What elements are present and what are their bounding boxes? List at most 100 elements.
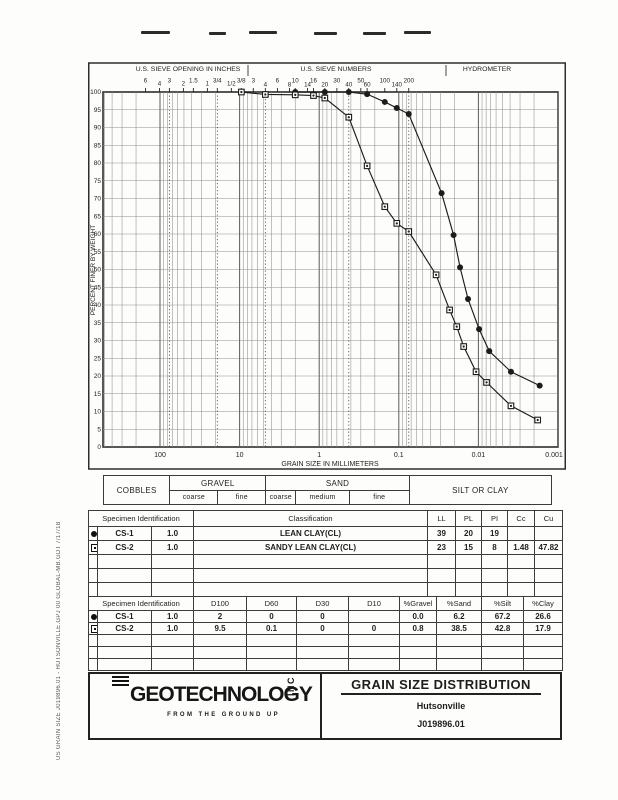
svg-text:140: 140 bbox=[392, 82, 403, 89]
curve-cs-2 bbox=[238, 88, 542, 424]
axis-tick-labels: 0510152025303540455055606570758085909510… bbox=[90, 89, 563, 459]
svg-text:20: 20 bbox=[94, 373, 102, 380]
class-sub-fine: fine bbox=[348, 490, 410, 505]
col-header-Clay: %Clay bbox=[523, 596, 563, 611]
empty-cell bbox=[481, 582, 508, 597]
value-cell: 2 bbox=[193, 610, 247, 623]
curve-cs-1 bbox=[292, 89, 543, 389]
value-cell: 39 bbox=[427, 526, 456, 541]
scan-mark bbox=[141, 31, 170, 34]
empty-cell bbox=[348, 634, 400, 647]
scan-mark bbox=[404, 31, 431, 34]
title-block: GEOTECHNOLOGY INC FROM THE GROUND UP GRA… bbox=[88, 672, 562, 740]
grain-size-chart: U.S. SIEVE OPENING IN INCHES U.S. SIEVE … bbox=[88, 58, 566, 470]
empty-row bbox=[88, 554, 563, 569]
col-header-D60: D60 bbox=[246, 596, 297, 611]
svg-text:80: 80 bbox=[94, 160, 102, 167]
svg-text:35: 35 bbox=[94, 320, 102, 327]
empty-cell bbox=[399, 634, 437, 647]
svg-text:100: 100 bbox=[380, 78, 391, 85]
empty-cell bbox=[246, 634, 297, 647]
specimen-id-cell: CS-2 bbox=[97, 540, 152, 555]
classification-cell: SANDY LEAN CLAY(CL) bbox=[193, 540, 428, 555]
marker-cell bbox=[88, 526, 98, 541]
svg-text:100: 100 bbox=[90, 89, 101, 96]
empty-cell bbox=[481, 554, 508, 569]
class-sub-fine: fine bbox=[217, 490, 267, 505]
empty-cell bbox=[534, 554, 563, 569]
svg-text:16: 16 bbox=[310, 78, 317, 85]
specimen-id-cell: CS-1 bbox=[97, 526, 152, 541]
empty-cell bbox=[296, 646, 349, 659]
value-cell: 67.2 bbox=[481, 610, 524, 623]
marker-cell bbox=[88, 610, 98, 623]
empty-cell bbox=[455, 554, 482, 569]
square-marker-icon bbox=[91, 543, 97, 552]
svg-text:95: 95 bbox=[94, 107, 102, 114]
value-cell: 23 bbox=[427, 540, 456, 555]
value-cell bbox=[348, 610, 400, 623]
svg-text:25: 25 bbox=[94, 355, 102, 362]
empty-cell bbox=[507, 554, 535, 569]
empty-cell bbox=[507, 568, 535, 583]
svg-text:10: 10 bbox=[236, 452, 244, 459]
square-marker-icon bbox=[91, 624, 97, 633]
col-header-Cc: Cc bbox=[507, 510, 535, 527]
company-suffix: INC bbox=[286, 676, 296, 696]
value-cell: 0 bbox=[348, 622, 400, 635]
empty-cell bbox=[296, 634, 349, 647]
empty-cell bbox=[97, 658, 152, 671]
y-axis-title: PERCENT FINER BY WEIGHT bbox=[90, 225, 97, 315]
empty-cell bbox=[193, 646, 247, 659]
numbers-header-label: U.S. SIEVE NUMBERS bbox=[300, 66, 371, 73]
spec-id-header: Specimen Identification bbox=[88, 510, 194, 527]
report-title: GRAIN SIZE DISTRIBUTION bbox=[341, 677, 541, 695]
empty-cell bbox=[455, 568, 482, 583]
value-cell bbox=[534, 526, 563, 541]
svg-text:30: 30 bbox=[333, 78, 340, 85]
col-header-Cu: Cu bbox=[534, 510, 563, 527]
svg-text:45: 45 bbox=[94, 284, 102, 291]
svg-text:60: 60 bbox=[94, 231, 102, 238]
empty-cell bbox=[88, 634, 98, 647]
svg-text:75: 75 bbox=[94, 178, 102, 185]
col-header-PL: PL bbox=[455, 510, 482, 527]
company-name: GEOTECHNOLOGY bbox=[130, 683, 313, 706]
company-tagline: FROM THE GROUND UP bbox=[167, 712, 280, 718]
classification-cell: LEAN CLAY(CL) bbox=[193, 526, 428, 541]
svg-text:6: 6 bbox=[276, 78, 280, 85]
class-group-sand: SAND bbox=[265, 475, 410, 491]
col-header-LL: LL bbox=[427, 510, 456, 527]
svg-text:4: 4 bbox=[158, 81, 162, 88]
scan-mark bbox=[363, 32, 386, 35]
col-header-D100: D100 bbox=[193, 596, 247, 611]
value-cell: 1.48 bbox=[507, 540, 535, 555]
col-header-PI: PI bbox=[481, 510, 508, 527]
empty-row bbox=[88, 634, 563, 647]
value-cell: 42.8 bbox=[481, 622, 524, 635]
svg-text:55: 55 bbox=[94, 249, 102, 256]
svg-text:15: 15 bbox=[94, 391, 102, 398]
empty-cell bbox=[193, 554, 428, 569]
value-cell: 47.82 bbox=[534, 540, 563, 555]
value-cell: 0.0 bbox=[399, 610, 437, 623]
empty-cell bbox=[151, 634, 194, 647]
hydrometer-header-label: HYDROMETER bbox=[463, 66, 511, 73]
svg-text:0: 0 bbox=[97, 444, 101, 451]
x-axis-title: GRAIN SIZE IN MILLIMETERS bbox=[281, 461, 379, 468]
empty-cell bbox=[151, 646, 194, 659]
spec-id-header: Specimen Identification bbox=[88, 596, 194, 611]
classification-header: Classification bbox=[193, 510, 428, 527]
empty-cell bbox=[246, 658, 297, 671]
empty-cell bbox=[97, 568, 152, 583]
value-cell: 0 bbox=[296, 610, 349, 623]
class-sub-medium: medium bbox=[295, 490, 350, 505]
class-sub-coarse: coarse bbox=[265, 490, 297, 505]
specimen-row: CS-2 1.0 9.5 0.1 0 0 0.8 38.5 42.8 17.9 bbox=[88, 622, 563, 635]
value-cell: 19 bbox=[481, 526, 508, 541]
svg-text:2: 2 bbox=[182, 81, 186, 88]
class-group-gravel: GRAVEL bbox=[169, 475, 267, 491]
empty-cell bbox=[436, 646, 482, 659]
empty-cell bbox=[97, 646, 152, 659]
